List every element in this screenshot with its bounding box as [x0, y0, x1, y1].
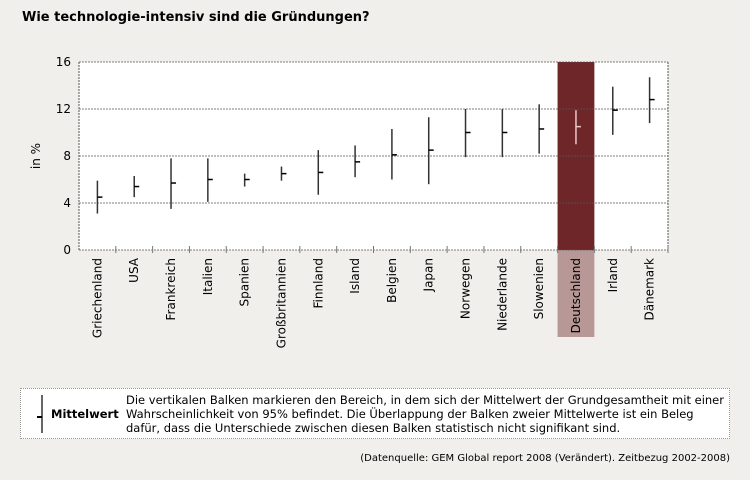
x-tick-label: Italien — [201, 258, 215, 295]
legend: Mittelwert Die vertikalen Balken markier… — [20, 388, 730, 439]
x-tick-label: Deutschland — [569, 258, 583, 333]
x-tick-label: Niederlande — [495, 258, 509, 331]
source-note: (Datenquelle: GEM Global report 2008 (Ve… — [360, 453, 730, 464]
x-tick-label: Griechenland — [90, 258, 104, 338]
error-bar-chart: 0 4 8 12 16 in % Griechenland USA Frankreich Ital… — [29, 55, 669, 348]
x-tick-label: Irland — [606, 258, 620, 292]
x-tick-label: USA — [127, 257, 141, 283]
x-tick-label: Island — [348, 258, 362, 294]
x-tick-label: Dänemark — [643, 258, 657, 321]
legend-label: Mittelwert — [51, 407, 119, 421]
legend-key-icon — [37, 395, 43, 433]
y-tick-label: 8 — [63, 149, 71, 163]
x-tick-label: Finnland — [311, 258, 325, 308]
legend-text: Die vertikalen Balken markieren den Bere… — [126, 393, 724, 435]
x-tick-label: Norwegen — [459, 258, 473, 319]
x-tick-label: Japan — [422, 258, 436, 292]
y-axis-label: in % — [29, 143, 43, 169]
x-tick-label: Spanien — [238, 258, 252, 307]
x-tick-label: Frankreich — [164, 258, 178, 320]
y-tick-label: 12 — [56, 102, 71, 116]
y-tick-label: 16 — [56, 55, 71, 69]
x-tick-label: Slowenien — [532, 258, 546, 319]
highlight-label-band — [557, 250, 595, 337]
y-tick-label: 0 — [63, 243, 71, 257]
x-tick-label: Belgien — [385, 258, 399, 303]
y-tick-label: 4 — [63, 196, 71, 210]
chart-title: Wie technologie-intensiv sind die Gründu… — [22, 10, 370, 25]
x-tick-label: Großbritannien — [274, 258, 288, 348]
